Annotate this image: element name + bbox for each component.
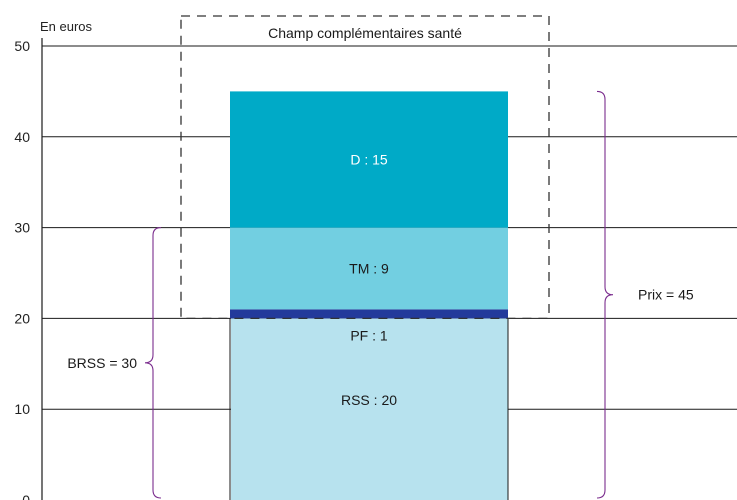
bar-segment-pf xyxy=(230,309,508,319)
bar-segment-label-d: D : 15 xyxy=(350,152,388,168)
y-tick-label: 30 xyxy=(14,220,30,236)
y-axis-unit-label: En euros xyxy=(40,19,93,34)
price-brace xyxy=(596,90,614,499)
y-tick-label: 50 xyxy=(14,38,30,54)
brss-brace xyxy=(144,227,162,499)
y-tick-label: 10 xyxy=(14,401,30,417)
stacked-bar: RSS : 20 PF : 1 TM : 9 D : 15 xyxy=(229,91,509,500)
y-tick-label: 40 xyxy=(14,129,30,145)
bar-segment-label-rss: RSS : 20 xyxy=(341,392,397,408)
complementary-field-box xyxy=(180,15,550,320)
y-tick-label: 0 xyxy=(22,492,30,500)
complementary-field-label: Champ complémentaires santé xyxy=(268,25,462,41)
price-label: Prix = 45 xyxy=(638,287,694,303)
brss-label: BRSS = 30 xyxy=(67,355,137,371)
bar-segment-tm xyxy=(230,227,508,310)
bar-segment-label-tm: TM : 9 xyxy=(349,260,389,276)
bar-segment-d xyxy=(230,91,508,228)
bar-segment-rss xyxy=(231,318,508,500)
y-tick-label: 20 xyxy=(14,310,30,326)
bar-segment-label-pf: PF : 1 xyxy=(350,327,388,343)
y-axis-ticks: 0 10 20 30 40 50 xyxy=(14,38,30,500)
